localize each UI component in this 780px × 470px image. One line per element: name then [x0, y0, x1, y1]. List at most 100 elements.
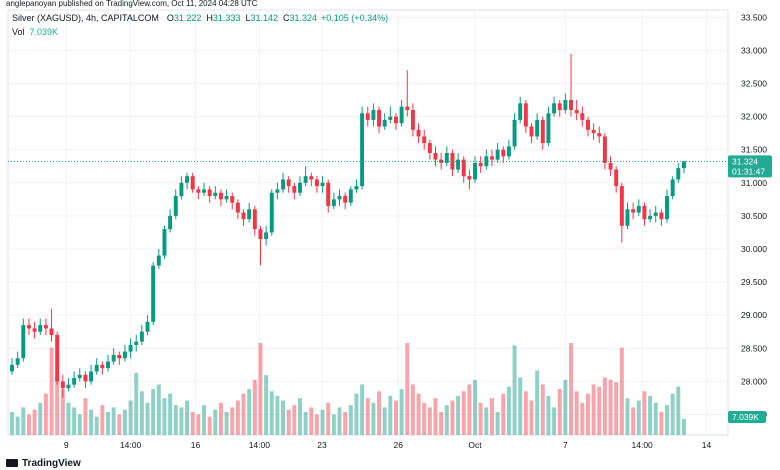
volume-bar — [354, 393, 359, 435]
volume-bar — [337, 407, 342, 435]
candle-body — [410, 109, 415, 130]
volume-bar — [625, 398, 630, 435]
candle-body — [179, 182, 184, 197]
volume-tag-label: 7.039K — [732, 412, 759, 422]
candle-body — [264, 232, 269, 240]
volume-bar — [563, 379, 568, 435]
volume-bar — [574, 391, 579, 435]
volume-bar — [399, 389, 404, 435]
volume-bar — [264, 375, 269, 435]
candle-body — [552, 103, 557, 114]
y-tick-label: 33.000 — [741, 45, 767, 55]
candle-body — [388, 116, 393, 120]
candle-body — [303, 176, 308, 183]
volume-bar — [230, 407, 235, 435]
candle-body — [185, 176, 190, 183]
volume-bar — [450, 400, 455, 435]
candle-body — [230, 196, 235, 203]
volume-bar — [552, 407, 557, 435]
candle-body — [394, 116, 398, 124]
volume-bar — [529, 400, 534, 435]
volume-bar — [422, 402, 427, 435]
candle-body — [591, 129, 596, 134]
volume-bar — [535, 370, 540, 435]
candle-body — [371, 109, 376, 120]
candle-body — [331, 199, 336, 206]
candle-body — [83, 374, 88, 382]
volume-tag — [728, 411, 766, 423]
y-tick-label: 28.000 — [741, 376, 767, 386]
volume-bar — [89, 409, 94, 435]
candle-body — [326, 182, 331, 206]
candle-body — [207, 189, 212, 197]
x-tick-label: 26 — [394, 440, 404, 450]
volume-bar — [269, 391, 274, 435]
candle-body — [659, 212, 664, 220]
volume-bar — [139, 391, 144, 435]
candle-body — [574, 109, 579, 114]
volume-bar — [252, 379, 257, 435]
candle-body — [681, 161, 686, 169]
volume-bar — [557, 389, 562, 435]
candle-body — [523, 103, 528, 127]
volume-bar — [591, 384, 596, 435]
volume-bar — [298, 398, 302, 435]
volume-bar — [365, 398, 370, 435]
y-tick-label: 33.500 — [741, 12, 767, 22]
volume-bar — [484, 407, 489, 435]
volume-bar — [77, 414, 82, 435]
candle-body — [89, 371, 94, 382]
volume-bar — [241, 393, 246, 435]
volume-bar — [546, 395, 551, 435]
title: Silver (XAGUSD), 4h, CAPITALCOM — [12, 13, 159, 23]
x-tick-label: 9 — [64, 440, 69, 450]
footer: TradingView — [22, 458, 81, 469]
candle-body — [38, 325, 43, 332]
y-tick-label: 28.500 — [741, 343, 767, 353]
candle-body — [540, 119, 545, 144]
volume-bar — [314, 414, 319, 435]
volume-bar — [642, 391, 647, 435]
legend-key: L — [245, 13, 250, 23]
x-tick-label: 16 — [191, 440, 201, 450]
y-tick-label: 31.000 — [741, 178, 767, 188]
volume-bar — [681, 418, 686, 435]
volume-bar — [433, 398, 438, 435]
x-tick-label: 7 — [563, 440, 568, 450]
volume-bar — [66, 402, 71, 435]
candle-body — [49, 328, 54, 336]
volume-bar — [179, 407, 184, 435]
volume-bar — [247, 389, 252, 435]
candle-body — [15, 358, 20, 365]
candle-body — [501, 149, 506, 157]
candle-body — [72, 378, 77, 385]
candle-body — [235, 202, 240, 213]
volume-bar — [405, 343, 410, 435]
price-tag-label: 31.324 — [732, 156, 758, 166]
price-tag — [728, 155, 772, 178]
volume-bar — [281, 400, 286, 435]
candle-body — [77, 374, 82, 379]
candle-body — [399, 106, 404, 124]
volume-bar — [309, 407, 314, 435]
candle-body — [569, 100, 574, 110]
volume-bar — [10, 412, 14, 435]
volume-bar — [55, 377, 60, 435]
volume-bar — [659, 412, 664, 435]
candle-body — [348, 189, 353, 203]
volume-bar — [331, 414, 336, 435]
candle-body — [433, 152, 438, 160]
volume-bar — [676, 386, 681, 435]
header: anglepanoyan published on TradingView.co… — [6, 0, 258, 8]
y-tick-label: 29.000 — [741, 310, 767, 320]
candle-body — [619, 186, 624, 226]
candle-body — [439, 159, 444, 163]
candle-body — [585, 119, 590, 130]
candle-body — [218, 192, 223, 200]
candle-body — [156, 255, 161, 266]
volume-bar — [518, 377, 523, 435]
candle-body — [456, 159, 461, 170]
candle-body — [506, 146, 511, 157]
volume-bar — [597, 386, 602, 435]
volume-bar — [15, 416, 20, 435]
